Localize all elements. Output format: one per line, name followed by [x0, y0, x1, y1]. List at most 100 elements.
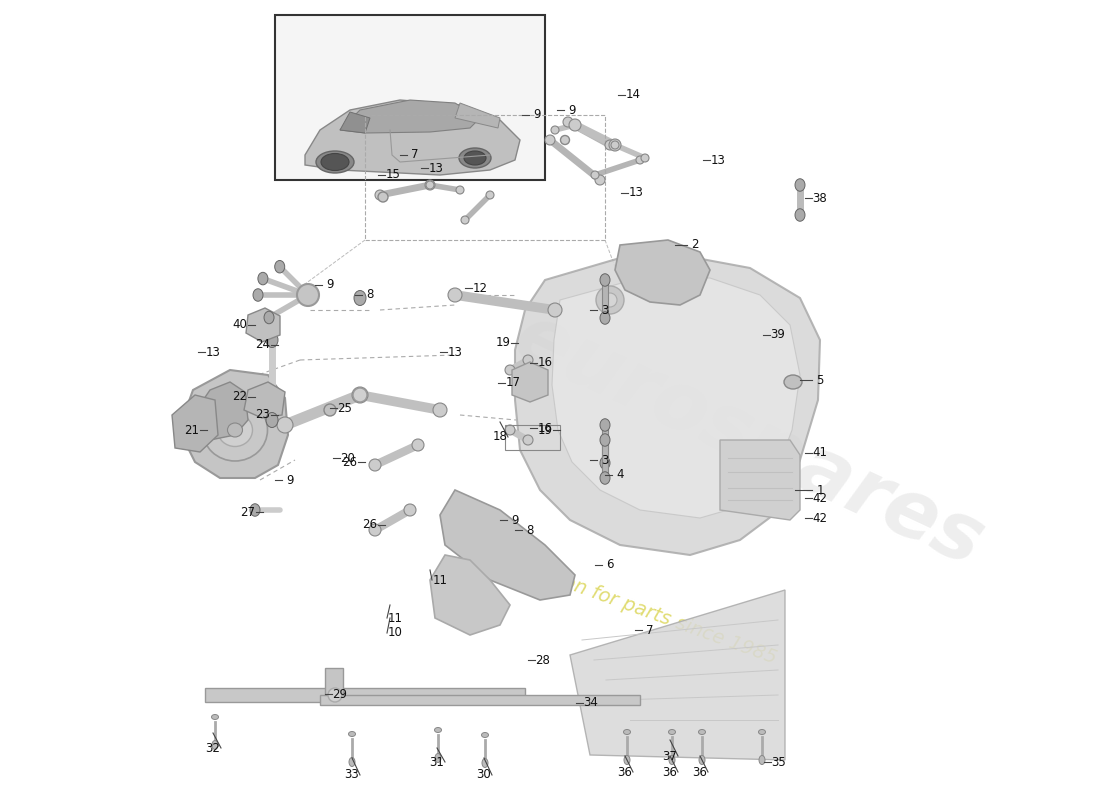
- Polygon shape: [246, 308, 280, 342]
- Ellipse shape: [433, 403, 447, 417]
- Polygon shape: [570, 590, 785, 760]
- Ellipse shape: [456, 186, 464, 194]
- Ellipse shape: [563, 117, 573, 127]
- Ellipse shape: [600, 457, 610, 470]
- Text: 16: 16: [538, 357, 552, 370]
- Text: 19: 19: [538, 423, 552, 437]
- Text: 9: 9: [327, 278, 333, 291]
- Text: 3: 3: [602, 454, 608, 466]
- Polygon shape: [512, 362, 548, 402]
- Text: 11: 11: [432, 574, 448, 586]
- Ellipse shape: [561, 135, 570, 145]
- Polygon shape: [183, 370, 288, 478]
- Ellipse shape: [434, 727, 441, 733]
- Text: 32: 32: [206, 742, 220, 754]
- Ellipse shape: [641, 154, 649, 162]
- Ellipse shape: [482, 733, 488, 738]
- Text: 41: 41: [813, 446, 827, 459]
- Bar: [505, 425, 560, 450]
- Text: eurospares: eurospares: [500, 297, 996, 583]
- Text: 29: 29: [332, 687, 348, 701]
- Ellipse shape: [448, 288, 462, 302]
- Ellipse shape: [218, 414, 253, 446]
- Text: 7: 7: [411, 149, 419, 162]
- Ellipse shape: [698, 730, 705, 734]
- Ellipse shape: [669, 755, 675, 765]
- Text: 37: 37: [662, 750, 678, 762]
- Text: 35: 35: [771, 755, 786, 769]
- Ellipse shape: [482, 758, 488, 767]
- Ellipse shape: [253, 289, 263, 302]
- Text: 3: 3: [602, 303, 608, 317]
- Ellipse shape: [461, 216, 469, 224]
- Text: 27: 27: [241, 506, 255, 518]
- Text: 5: 5: [816, 374, 824, 386]
- Text: 21: 21: [185, 423, 199, 437]
- Ellipse shape: [795, 178, 805, 191]
- Text: 38: 38: [813, 191, 827, 205]
- Ellipse shape: [464, 151, 486, 165]
- Ellipse shape: [264, 311, 274, 324]
- Ellipse shape: [353, 388, 367, 402]
- Bar: [365, 115, 605, 240]
- Bar: [205, 688, 525, 702]
- Polygon shape: [340, 112, 370, 133]
- Text: 25: 25: [338, 402, 352, 414]
- Bar: [324, 668, 343, 702]
- Text: 11: 11: [387, 611, 403, 625]
- Ellipse shape: [349, 758, 355, 766]
- Polygon shape: [192, 382, 248, 440]
- Ellipse shape: [212, 741, 218, 750]
- Ellipse shape: [636, 156, 644, 164]
- Ellipse shape: [250, 504, 260, 516]
- Text: 26: 26: [342, 455, 358, 469]
- Text: 13: 13: [429, 162, 443, 174]
- Text: 9: 9: [286, 474, 294, 486]
- Ellipse shape: [591, 171, 600, 179]
- Polygon shape: [515, 255, 820, 555]
- Ellipse shape: [544, 135, 556, 145]
- Text: 13: 13: [206, 346, 220, 358]
- Text: 22: 22: [232, 390, 248, 403]
- Ellipse shape: [228, 423, 242, 437]
- Text: 31: 31: [430, 755, 444, 769]
- Ellipse shape: [412, 439, 424, 451]
- Bar: [275, 15, 544, 180]
- Polygon shape: [430, 555, 510, 635]
- Ellipse shape: [610, 141, 619, 149]
- Ellipse shape: [624, 730, 630, 734]
- Text: 28: 28: [536, 654, 550, 666]
- Text: 4: 4: [616, 469, 624, 482]
- Text: 7: 7: [647, 623, 653, 637]
- Ellipse shape: [277, 417, 293, 433]
- Ellipse shape: [548, 303, 562, 317]
- Ellipse shape: [571, 121, 579, 129]
- Text: 9: 9: [512, 514, 519, 526]
- Ellipse shape: [522, 355, 534, 365]
- Text: 12: 12: [473, 282, 487, 294]
- Ellipse shape: [600, 274, 610, 286]
- Ellipse shape: [190, 387, 280, 473]
- Ellipse shape: [378, 192, 388, 202]
- Text: 26: 26: [363, 518, 377, 531]
- Text: 14: 14: [626, 89, 640, 102]
- Polygon shape: [552, 278, 800, 518]
- Text: 39: 39: [771, 329, 785, 342]
- Ellipse shape: [596, 286, 624, 314]
- Ellipse shape: [603, 293, 617, 307]
- Ellipse shape: [275, 261, 285, 273]
- Text: 36: 36: [617, 766, 632, 778]
- Ellipse shape: [669, 730, 675, 734]
- Text: 1: 1: [816, 483, 824, 497]
- Ellipse shape: [352, 387, 368, 403]
- Bar: [602, 427, 608, 463]
- Polygon shape: [172, 395, 218, 452]
- Text: 20: 20: [341, 451, 355, 465]
- Ellipse shape: [297, 284, 319, 306]
- Text: 30: 30: [476, 769, 492, 782]
- Ellipse shape: [624, 755, 630, 765]
- Text: 42: 42: [813, 511, 827, 525]
- Ellipse shape: [522, 435, 534, 445]
- Bar: [320, 695, 640, 705]
- Ellipse shape: [569, 119, 581, 131]
